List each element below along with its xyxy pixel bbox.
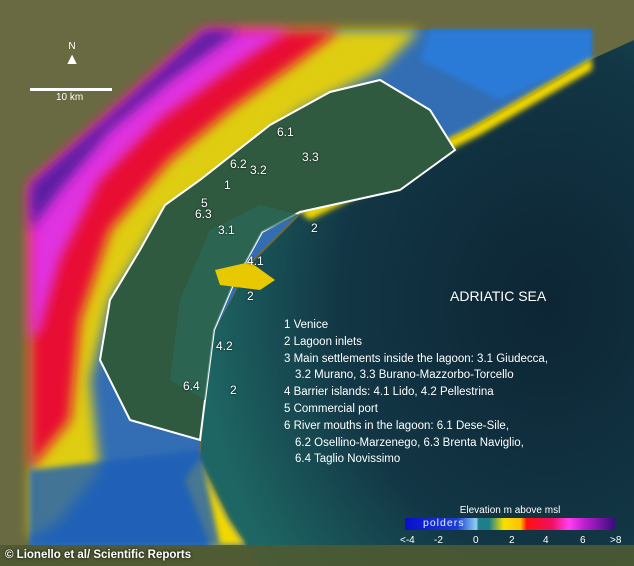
elevation-legend-title: Elevation m above msl — [459, 505, 561, 516]
site-label: 5 — [201, 196, 208, 210]
scale-label: 10 km — [56, 92, 84, 103]
site-label: 6.4 — [183, 379, 200, 393]
scale-bar — [30, 88, 112, 91]
elevation-color-bar: polders — [405, 517, 615, 530]
site-label: 3.2 — [250, 163, 267, 177]
venice-island — [215, 262, 275, 290]
bottom-land-strip — [0, 545, 634, 566]
site-label: 4.2 — [216, 339, 233, 353]
key-item: 5 Commercial port — [284, 402, 378, 415]
tick-label: -2 — [434, 535, 443, 546]
tick-label: 2 — [509, 535, 515, 546]
key-item: 6.4 Taglio Novissimo — [295, 453, 401, 466]
key-item: 3 Main settlements inside the lagoon: 3.… — [284, 352, 549, 365]
site-label: 6.1 — [277, 125, 294, 139]
tick-label: 0 — [473, 535, 479, 546]
polders-label: polders — [423, 517, 465, 529]
site-label: 6.3 — [195, 207, 212, 221]
site-label: 2 — [247, 289, 254, 303]
key-item: 2 Lagoon inlets — [284, 335, 363, 348]
north-label: N — [68, 41, 76, 52]
site-label: 1 — [224, 178, 231, 192]
site-label: 6.2 — [230, 157, 247, 171]
sea-label: ADRIATIC SEA — [450, 288, 547, 304]
tick-label: <-4 — [400, 535, 415, 546]
site-label: 3.1 — [218, 223, 235, 237]
key-item: 3.2 Murano, 3.3 Burano-Mazzorbo-Torcello — [295, 369, 514, 382]
site-label: 2 — [311, 221, 318, 235]
tick-label: 6 — [580, 535, 586, 546]
key-item: 1 Venice — [284, 319, 329, 331]
sea — [200, 40, 634, 566]
tick-label: >8 — [610, 535, 622, 546]
map-key: 1 Venice 2 Lagoon inlets 3 Main settleme… — [284, 317, 548, 468]
tick-label: 4 — [543, 535, 549, 546]
image-credit: © Lionello et al/ Scientific Reports — [5, 549, 192, 561]
north-arrow-icon: ▲ — [64, 51, 80, 68]
key-item: 6.2 Osellino-Marzenego, 6.3 Brenta Navig… — [295, 436, 524, 449]
site-label: 3.3 — [302, 150, 319, 164]
site-label: 2 — [230, 383, 237, 397]
lagoon-water — [170, 205, 300, 400]
key-item: 6 River mouths in the lagoon: 6.1 Dese-S… — [284, 419, 510, 432]
key-item: 4 Barrier islands: 4.1 Lido, 4.2 Pellest… — [284, 386, 494, 399]
site-label: 4.1 — [247, 254, 264, 268]
elevation-ticks: <-4 -2 0 2 4 6 >8 — [400, 535, 630, 549]
elevation-legend: Elevation m above msl polders <-4 -2 0 2… — [400, 505, 630, 549]
north-arrow: N ▲ — [64, 41, 80, 68]
